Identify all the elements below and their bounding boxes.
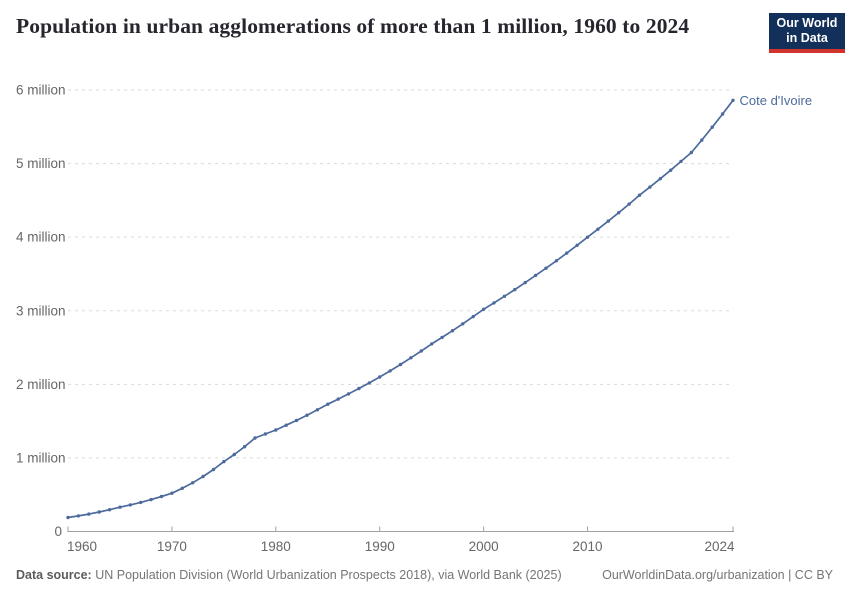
data-point-marker [326,402,330,406]
data-point-marker [263,432,268,436]
data-point-marker [222,459,226,464]
data-point-marker [669,168,673,172]
data-point-marker [128,503,132,507]
data-point-marker [450,329,455,333]
data-point-marker [419,349,423,353]
data-point-marker [315,408,320,412]
data-point-marker [305,413,309,417]
x-axis-tick-label: 2010 [573,539,603,554]
data-point-marker [201,474,205,479]
data-point-marker [502,294,507,298]
x-axis-tick-label: 2024 [704,539,735,554]
data-point-marker [606,219,610,223]
data-point-marker [294,418,299,423]
data-point-marker [170,491,174,495]
data-point-marker [720,112,725,116]
y-axis-tick-label: 6 million [16,83,66,98]
data-point-marker [409,356,413,360]
data-point-marker [274,428,278,432]
data-point-marker [87,512,91,516]
data-point-marker [211,467,216,472]
data-point-marker [648,185,652,189]
data-point-marker [430,342,434,346]
data-point-marker [481,307,486,311]
x-axis-tick-label: 1970 [157,539,187,554]
y-axis-tick-label: 1 million [16,450,66,465]
data-point-marker [149,497,153,502]
chart-footer: Data source: UN Population Division (Wor… [16,568,833,582]
x-axis-tick-label: 1990 [365,539,395,554]
data-line [67,99,734,519]
data-point-marker [346,392,351,396]
data-source-text: UN Population Division (World Urbanizati… [91,568,562,582]
data-point-marker [596,227,600,231]
data-point-marker [242,445,247,449]
owid-logo: Our World in Data [769,13,845,53]
data-point-marker [118,505,122,509]
data-point-marker [627,202,631,206]
owid-logo-text-line1: Our World [776,16,838,30]
chart-title: Population in urban agglomerations of mo… [16,14,690,38]
data-point-marker [710,125,714,129]
data-point-marker [637,193,642,197]
data-point-marker [253,436,257,440]
data-point-marker [66,515,70,520]
data-point-marker [700,138,704,142]
data-point-marker [367,381,371,385]
data-point-marker [731,98,735,103]
owid-logo-text-line2: in Data [786,31,828,45]
data-point-marker [440,335,444,340]
data-point-marker [357,386,361,391]
x-axis-tick-label: 1960 [67,539,97,554]
data-point-marker [388,369,392,373]
data-point-marker [523,280,527,285]
data-point-marker [533,273,538,278]
data-source-label: Data source: [16,568,92,582]
data-point-marker [97,510,101,514]
entity-label: Cote d'Ivoire [740,93,813,108]
data-point-marker [492,301,496,305]
data-point-marker [679,159,683,164]
data-point-marker [554,259,559,263]
y-axis-tick-label: 3 million [16,303,66,318]
data-point-marker [658,177,662,181]
data-point-marker [284,423,288,427]
data-point-marker [107,508,112,512]
data-point-marker [544,266,548,270]
x-axis-tick-label: 1980 [261,539,291,554]
data-point-marker [191,481,195,485]
y-axis-zero-label: 0 [54,524,62,539]
y-axis-tick-label: 4 million [16,230,66,245]
data-point-marker [76,514,81,518]
data-point-marker [585,235,590,239]
data-point-marker [575,243,579,247]
data-point-marker [139,500,143,505]
data-point-marker [180,486,184,490]
data-point-marker [689,150,694,155]
data-point-marker [398,362,403,367]
data-point-marker [565,251,569,255]
data-point-marker [513,287,517,292]
data-point-marker [336,397,340,401]
owid-logo-box: Our World in Data [769,13,845,49]
y-axis-tick-label: 5 million [16,156,66,171]
data-point-marker [461,322,465,326]
data-point-marker [232,452,236,457]
owid-url-license-link[interactable]: OurWorldinData.org/urbanization | CC BY [602,568,833,582]
owid-logo-accent-bar [769,49,845,53]
data-source-note: Data source: UN Population Division (Wor… [16,568,562,582]
data-point-marker [378,375,382,379]
data-point-marker [617,211,621,215]
data-point-marker [471,314,475,319]
x-axis-tick-label: 2000 [469,539,499,554]
y-axis-tick-label: 2 million [16,377,66,392]
data-point-marker [159,494,164,499]
